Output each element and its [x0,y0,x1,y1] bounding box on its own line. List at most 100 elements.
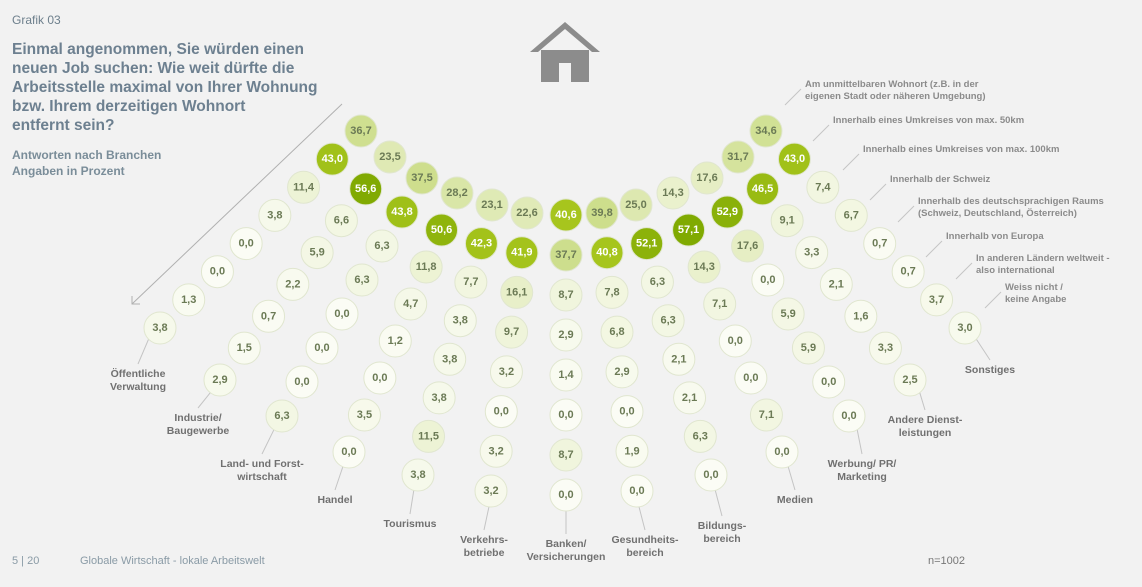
legend-label: Weiss nicht / keine Angabe [1005,282,1067,305]
value-label: 2,5 [902,374,917,386]
value-label: 1,2 [388,335,403,347]
value-label: 0,0 [494,406,509,418]
bubble [605,355,639,389]
footer-text: Globale Wirtschaft - lokale Arbeitswelt [80,555,265,567]
bubble [656,176,690,210]
value-label: 0,0 [341,446,356,458]
bubble [324,204,358,238]
value-label: 0,0 [558,489,573,501]
bubble [495,315,529,349]
value-label: 2,2 [285,278,300,290]
value-label: 7,1 [712,298,727,310]
value-label: 37,7 [555,249,576,261]
value-label: 39,8 [591,207,612,219]
category-label: Industrie/ Baugewerbe [166,412,230,437]
bubble [791,331,825,365]
bubble [662,342,696,376]
bubble [619,188,653,222]
bubble [422,381,456,415]
bubble [595,275,629,309]
value-label: 0,0 [619,406,634,418]
category-label: Öffentliche Verwaltung [109,368,167,393]
bubble [394,287,428,321]
bubble [734,361,768,395]
value-label: 7,8 [604,286,619,298]
value-label: 2,1 [682,392,697,404]
value-label: 3,8 [267,209,282,221]
leader-line [984,291,1002,309]
value-label: 11,4 [293,181,315,193]
value-label: 3,2 [499,366,514,378]
value-label: 6,3 [660,315,675,327]
value-label: 0,7 [872,238,887,250]
bubble [590,236,624,270]
bubble [287,170,321,204]
bubble [673,381,707,415]
bubble [409,250,443,284]
value-label: 0,0 [821,376,836,388]
leader-line [955,262,973,280]
value-label: 0,0 [629,485,644,497]
bubble [344,114,378,148]
bubble [640,265,674,299]
value-label: 6,3 [354,274,369,286]
value-label: 57,1 [678,224,699,236]
bubble [349,172,383,206]
page-number: 5 | 20 [12,555,40,567]
value-label: 2,9 [212,374,227,386]
bubble [143,311,177,345]
value-label: 14,3 [662,187,683,199]
value-label: 28,2 [446,187,467,199]
value-label: 42,3 [471,238,492,250]
bubble [687,250,721,284]
category-label: Handel [317,494,353,506]
bubble [505,236,539,270]
value-label: 0,0 [743,372,758,384]
value-label: 0,0 [334,308,349,320]
bubble [770,204,804,238]
value-label: 0,7 [261,310,276,322]
bubble [325,297,359,331]
bubble [489,355,523,389]
stem [197,392,211,409]
value-label: 0,0 [703,469,718,481]
stem [787,466,796,491]
bubble [345,263,379,297]
leader-line [842,153,860,171]
bubble [474,474,508,508]
value-label: 16,1 [506,286,527,298]
value-label: 25,0 [625,199,646,211]
leader-line [925,240,943,258]
label: Grafik 03 [12,13,61,27]
chart-subtitle: Antworten nach Branchen Angaben in Proze… [12,148,162,178]
value-label: 1,6 [853,310,868,322]
bubble [812,365,846,399]
legend-label: In anderen Ländern weltweit - also inter… [976,253,1110,276]
category-label: Verkehrs- betriebe [460,534,508,559]
bubble [363,361,397,395]
bubble [454,265,488,299]
value-label: 23,5 [379,151,400,163]
legend-label: Innerhalb von Europa [946,231,1044,242]
bubble [844,299,878,333]
value-label: 11,8 [416,261,437,273]
house-icon [530,22,600,82]
value-label: 3,3 [804,247,819,259]
bubble [172,283,206,317]
bubble [227,331,261,365]
value-label: 7,4 [815,181,831,193]
category-label: Land- und Forst- wirtschaft [220,458,304,483]
value-label: 8,7 [558,289,573,301]
value-label: 0,0 [372,372,387,384]
bubble [893,363,927,397]
value-label: 1,4 [558,369,574,381]
value-label: 2,9 [614,366,629,378]
value-label: 31,7 [727,151,748,163]
bubble [746,172,780,206]
value-label: 46,5 [752,183,773,195]
bubble [600,315,634,349]
value-label: 9,1 [779,215,794,227]
value-label: 2,1 [671,353,686,365]
bubble [276,267,310,301]
